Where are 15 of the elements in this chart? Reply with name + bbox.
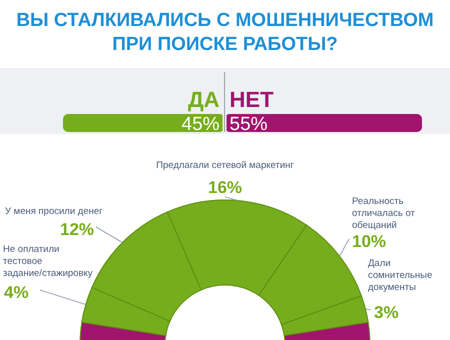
slice-label: Дали сомнительные документы — [368, 258, 432, 293]
series-label: НЕТ — [230, 87, 274, 112]
data-label: 12% — [60, 220, 94, 239]
slice-label: У меня просили денег — [5, 206, 104, 217]
chart-title: ВЫ СТАЛКИВАЛИСЬ С МОШЕННИЧЕСТВОМ ПРИ ПОИСКЕ РАБОТЫ? — [16, 10, 434, 55]
data-label: 3% — [374, 303, 399, 322]
series-label: ДА — [188, 87, 220, 112]
slice-label: Реальность отличалась от обещаний — [352, 196, 416, 231]
data-label: 10% — [352, 232, 386, 251]
data-label: 4% — [4, 283, 29, 302]
data-label: 45% — [182, 114, 220, 135]
slice-label: Предлагали сетевой маркетинг — [156, 160, 294, 171]
data-label: 16% — [208, 178, 242, 197]
data-label: 55% — [230, 114, 268, 135]
slice-label: Не оплатили тестовое задание/стажировку — [3, 244, 93, 279]
